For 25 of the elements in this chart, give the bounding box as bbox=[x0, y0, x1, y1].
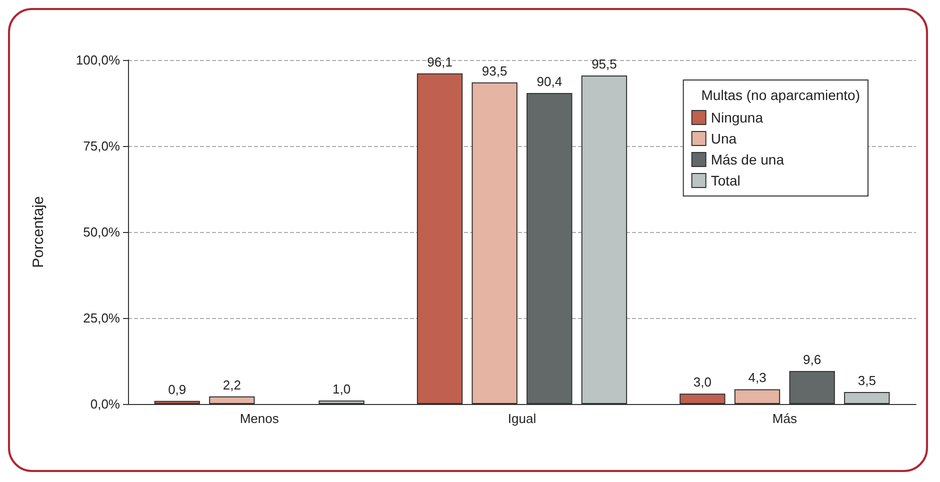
y-tick-label: 75,0% bbox=[83, 138, 120, 154]
legend-label: Total bbox=[710, 172, 740, 188]
data-label: 4,3 bbox=[748, 370, 766, 386]
data-label: 9,6 bbox=[803, 352, 822, 367]
x-tick-label: Menos bbox=[240, 411, 280, 426]
data-label: 3,5 bbox=[858, 372, 876, 388]
legend-label: Más de una bbox=[710, 152, 784, 168]
data-label: 1,0 bbox=[332, 382, 351, 397]
data-label: 3,0 bbox=[693, 374, 712, 390]
y-axis-title: Porcentaje bbox=[30, 196, 47, 268]
y-tick-label: 25,0% bbox=[83, 310, 120, 326]
data-label: 2,2 bbox=[222, 377, 241, 392]
x-tick-label: Más bbox=[772, 411, 798, 426]
data-label: 96,1 bbox=[427, 54, 452, 70]
legend-label: Una bbox=[710, 130, 737, 146]
y-tick-label: 100,0% bbox=[76, 52, 120, 68]
data-label: 90,4 bbox=[536, 74, 562, 90]
legend-label: Ninguna bbox=[710, 110, 764, 126]
data-label: 93,5 bbox=[482, 63, 508, 78]
data-label: 95,5 bbox=[592, 56, 617, 72]
legend-title: Multas (no aparcamiento) bbox=[701, 87, 860, 103]
y-tick-label: 50,0% bbox=[83, 224, 120, 240]
data-label: 0,9 bbox=[168, 382, 186, 397]
x-tick-label: Igual bbox=[508, 411, 536, 426]
y-tick-label: 0,0% bbox=[90, 396, 120, 412]
